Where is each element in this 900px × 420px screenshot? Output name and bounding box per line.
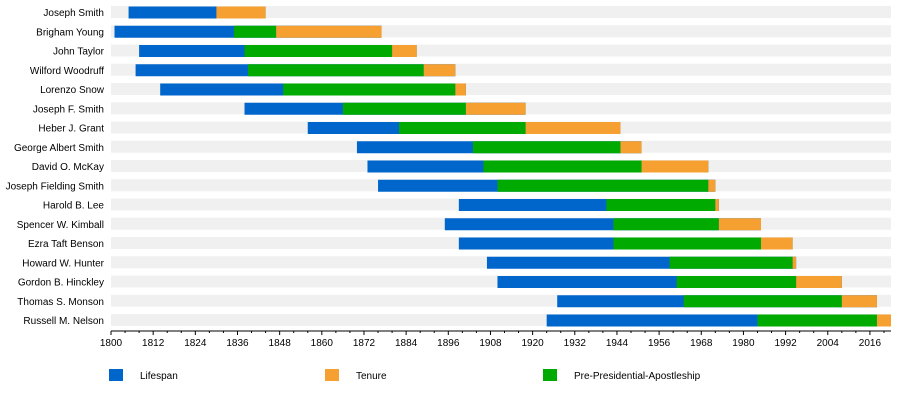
tenure-bar-wilford-woodruff [423, 64, 456, 77]
tenure-bar-brigham-young [276, 25, 382, 38]
x-tick-label: 1812 [142, 338, 165, 349]
x-tick-label: 1860 [311, 338, 334, 349]
x-tick-label: 1956 [648, 338, 671, 349]
row-label-thomas-s-monson: Thomas S. Monson [17, 297, 104, 308]
legend-label-pre-presidential-apostleship: Pre-Presidential-Apostleship [574, 371, 701, 382]
pre-presidential-apostleship-bar-wilford-woodruff [248, 64, 424, 77]
x-tick-label: 2004 [817, 338, 840, 349]
tenure-bar-russell-m-nelson [876, 314, 891, 327]
tenure-bar-ezra-taft-benson [761, 237, 793, 250]
pre-presidential-apostleship-bar-john-taylor [244, 45, 393, 57]
row-label-howard-w-hunter: Howard W. Hunter [22, 258, 104, 269]
pre-presidential-apostleship-bar-george-albert-smith [472, 141, 621, 154]
tenure-bar-joseph-f-smith [465, 102, 526, 115]
x-tick-label: 1848 [269, 338, 292, 349]
pre-presidential-apostleship-bar-thomas-s-monson [683, 295, 842, 308]
row-label-gordon-b-hinckley: Gordon B. Hinckley [18, 278, 104, 289]
row-label-david-o-mckay: David O. McKay [32, 162, 104, 173]
row-label-joseph-f-smith: Joseph F. Smith [33, 104, 104, 115]
tenure-bar-thomas-s-monson [841, 295, 877, 308]
legend-swatch-tenure [325, 369, 339, 381]
legend-swatch-lifespan [109, 369, 123, 381]
x-tick-label: 1980 [732, 338, 755, 349]
row-label-joseph-smith: Joseph Smith [43, 8, 104, 19]
pre-presidential-apostleship-bar-heber-j-grant [399, 122, 526, 134]
pre-presidential-apostleship-bar-ezra-taft-benson [613, 237, 761, 250]
pre-presidential-apostleship-bar-gordon-b-hinckley [676, 276, 797, 288]
row-band [111, 6, 891, 18]
x-tick-label: 1908 [479, 338, 502, 349]
tenure-bar-harold-b-lee [715, 199, 719, 211]
x-tick-label: 1968 [690, 338, 713, 349]
row-label-john-taylor: John Taylor [53, 47, 105, 58]
x-tick-label: 1824 [184, 338, 207, 349]
legend-label-lifespan: Lifespan [140, 371, 178, 382]
row-label-russell-m-nelson: Russell M. Nelson [23, 316, 104, 327]
tenure-bar-heber-j-grant [525, 122, 621, 134]
row-label-joseph-fielding-smith: Joseph Fielding Smith [6, 181, 104, 192]
row-label-george-albert-smith: George Albert Smith [14, 143, 104, 154]
pre-presidential-apostleship-bar-howard-w-hunter [669, 256, 793, 269]
legend: Lifespan Tenure Pre-Presidential-Apostlesh… [109, 369, 701, 382]
row-label-ezra-taft-benson: Ezra Taft Benson [28, 239, 104, 250]
x-tick-label: 1896 [437, 338, 460, 349]
x-tick-label: 1872 [353, 338, 376, 349]
tenure-bar-david-o-mckay [641, 160, 709, 173]
row-label-wilford-woodruff: Wilford Woodruff [30, 66, 104, 77]
pre-presidential-apostleship-bar-brigham-young [233, 25, 277, 38]
tenure-bar-joseph-smith [216, 6, 266, 19]
tenure-bar-john-taylor [392, 45, 417, 57]
tenure-bar-george-albert-smith [620, 141, 642, 154]
tenure-bar-gordon-b-hinckley [796, 276, 842, 288]
x-axis: 1800 1812 1824 1836 1848 1860 1872 1884 1896 1908… [100, 330, 891, 349]
pre-presidential-apostleship-bar-russell-m-nelson [757, 314, 877, 327]
x-tick-label: 1944 [606, 338, 629, 349]
pre-presidential-apostleship-bar-lorenzo-snow [283, 83, 456, 96]
x-tick-label: 1884 [395, 338, 418, 349]
legend-swatch-pre-presidential-apostleship [543, 369, 557, 381]
x-tick-label: 2016 [859, 338, 882, 349]
tenure-bar-spencer-w-kimball [718, 218, 761, 231]
legend-label-tenure: Tenure [356, 371, 387, 382]
row-label-lorenzo-snow: Lorenzo Snow [40, 85, 105, 96]
x-tick-label: 1800 [100, 338, 123, 349]
tenure-bar-lorenzo-snow [455, 83, 466, 96]
tenure-bar-joseph-fielding-smith [708, 179, 716, 192]
tenure-bar-howard-w-hunter [792, 256, 797, 269]
bars-layer [114, 6, 891, 327]
x-tick-label: 1932 [564, 338, 587, 349]
pre-presidential-apostleship-bar-spencer-w-kimball [613, 218, 719, 231]
x-tick-label: 1920 [521, 338, 544, 349]
pre-presidential-apostleship-bar-david-o-mckay [483, 160, 642, 173]
row-label-heber-j-grant: Heber J. Grant [38, 124, 104, 135]
pre-presidential-apostleship-bar-joseph-fielding-smith [497, 179, 709, 192]
x-tick-label: 1992 [774, 338, 797, 349]
row-label-brigham-young: Brigham Young [36, 27, 104, 38]
y-axis-labels: Joseph Smith Brigham Young John Taylor Wilf… [6, 8, 105, 327]
row-label-harold-b-lee: Harold B. Lee [43, 201, 105, 212]
row-label-spencer-w-kimball: Spencer W. Kimball [17, 220, 104, 231]
x-tick-label: 1836 [226, 338, 249, 349]
pre-presidential-apostleship-bar-harold-b-lee [606, 199, 716, 211]
pre-presidential-apostleship-bar-joseph-f-smith [342, 102, 466, 115]
